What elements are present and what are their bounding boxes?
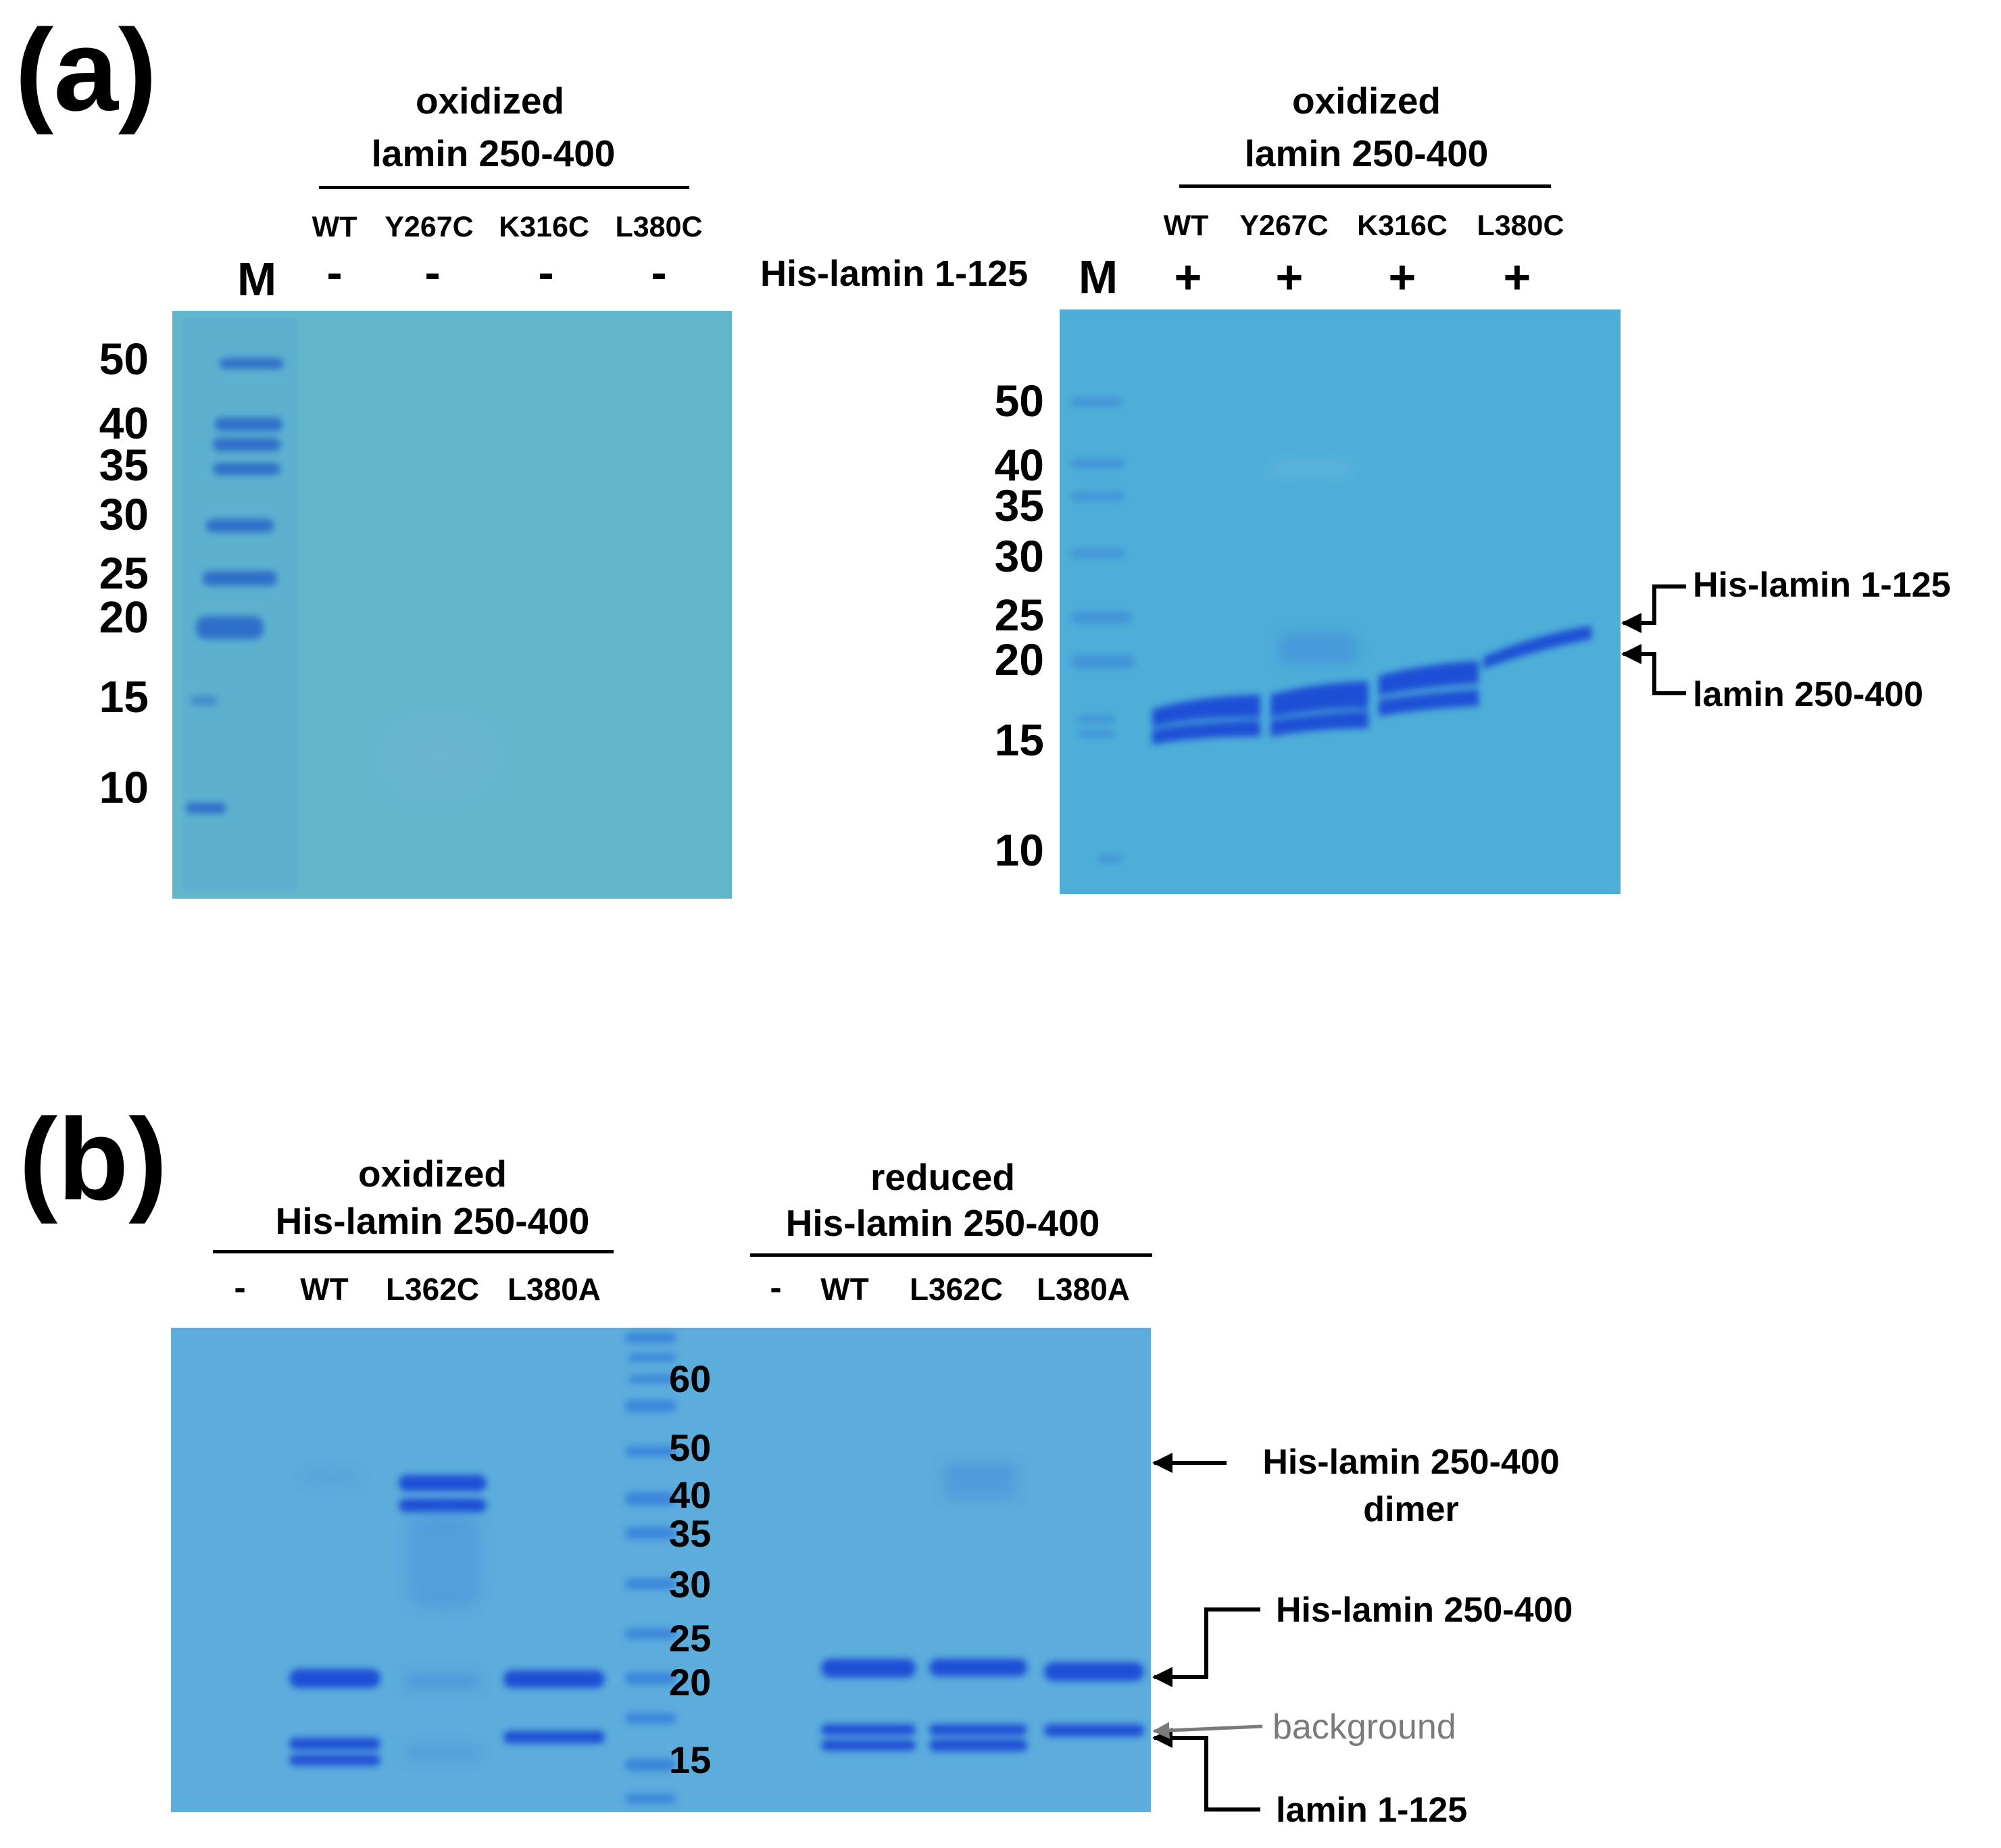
b-left-title-rule [213, 1250, 614, 1253]
a-right-sign-k316c: + [1388, 251, 1416, 303]
b-left-lane-blank: - [234, 1268, 246, 1307]
b-mw-25: 25 [669, 1617, 712, 1659]
b-left-title-line2: His-lamin 250-400 [275, 1200, 590, 1242]
a-left-mw-35: 35 [99, 440, 149, 490]
sample-bands-b [289, 1475, 1144, 1766]
a-right-lane-wt: WT [1163, 209, 1209, 242]
arrow-his-lamin-1-125 [1621, 584, 1686, 633]
arrow-lamin-250-400 [1621, 644, 1686, 695]
a-right-title-line1: oxidized [1291, 80, 1441, 122]
a-row-label-his-lamin: His-lamin 1-125 [760, 253, 1029, 294]
arrow-background [1152, 1722, 1263, 1739]
a-left-lane-k316c: K316C [499, 211, 589, 243]
a-left-sign-l380c: - [651, 246, 667, 299]
gel-a-right [1060, 309, 1621, 894]
b-mw-35: 35 [669, 1512, 712, 1555]
a-left-lane-wt: WT [312, 211, 357, 243]
b-annotation-dimer-line2: dimer [1363, 1490, 1459, 1529]
sample-bands-a-right [1152, 626, 1591, 745]
a-right-sign-y267c: + [1275, 251, 1304, 303]
a-left-mw-15: 15 [99, 672, 149, 722]
b-annotation-dimer-line1: His-lamin 250-400 [1262, 1443, 1560, 1482]
gel-b [171, 1328, 1151, 1812]
b-annotation-lamin-1-125: lamin 1-125 [1276, 1791, 1468, 1830]
a-left-sign-k316c: - [538, 246, 554, 299]
a-left-lane-y267c: Y267C [385, 211, 474, 243]
arrows-b [1152, 1453, 1260, 1812]
b-annotation-his-lamin-250-400: His-lamin 250-400 [1276, 1591, 1573, 1630]
b-mw-50: 50 [669, 1426, 712, 1469]
b-right-title-line2: His-lamin 250-400 [785, 1202, 1100, 1244]
a-right-title-rule [1179, 184, 1551, 188]
a-left-title-line1: oxidized [415, 80, 565, 122]
a-right-mw-10: 10 [994, 825, 1044, 875]
a-annotation-lamin-250-400: lamin 250-400 [1693, 675, 1924, 714]
a-left-marker-m: M [237, 253, 277, 305]
b-left-lane-wt: WT [300, 1272, 349, 1307]
a-right-title-line2: lamin 250-400 [1244, 132, 1489, 174]
a-right-marker-m: M [1078, 251, 1118, 303]
panel-label-a: (a) [15, 5, 157, 135]
a-annotation-his-lamin-1-125: His-lamin 1-125 [1693, 566, 1951, 605]
a-left-title-line2: lamin 250-400 [371, 132, 616, 174]
a-left-sign-wt: - [326, 246, 343, 299]
a-left-mw-50: 50 [99, 334, 149, 384]
b-right-title-rule [750, 1253, 1152, 1257]
b-right-lane-l380a: L380A [1036, 1272, 1131, 1307]
b-right-lane-wt: WT [820, 1272, 869, 1307]
a-left-mw-20: 20 [99, 592, 149, 642]
a-right-mw-15: 15 [994, 715, 1044, 765]
b-left-lane-l362c: L362C [385, 1272, 480, 1307]
panel-label-b: (b) [19, 1095, 168, 1224]
a-right-lane-l380c: L380C [1477, 209, 1564, 242]
marker-lane-a-right [1071, 397, 1135, 863]
a-right-mw-35: 35 [994, 480, 1044, 530]
a-left-sign-y267c: - [424, 246, 441, 299]
a-right-mw-25: 25 [994, 590, 1044, 640]
a-left-mw-30: 30 [99, 489, 149, 539]
b-mw-40: 40 [669, 1474, 712, 1516]
b-mw-60: 60 [669, 1357, 712, 1400]
arrow-lamin-1-125 [1152, 1728, 1260, 1812]
a-left-mw-40: 40 [99, 398, 149, 448]
gel-a-left [172, 311, 732, 899]
a-right-sign-wt: + [1174, 251, 1202, 303]
b-mw-15: 15 [669, 1739, 712, 1781]
b-annotation-background: background [1273, 1707, 1456, 1747]
b-right-title-line1: reduced [870, 1156, 1015, 1198]
a-right-mw-20: 20 [994, 634, 1044, 684]
a-right-mw-50: 50 [994, 376, 1044, 426]
a-left-mw-10: 10 [99, 762, 149, 812]
a-left-mw-25: 25 [99, 548, 149, 598]
b-right-lane-l362c: L362C [909, 1272, 1004, 1307]
a-right-mw-30: 30 [994, 531, 1044, 581]
b-mw-20: 20 [669, 1661, 712, 1703]
a-right-mw-40: 40 [994, 440, 1044, 490]
b-left-title-line1: oxidized [357, 1153, 508, 1195]
b-mw-30: 30 [669, 1563, 712, 1605]
marker-lane-a-left [186, 358, 284, 814]
b-right-lane-blank: - [770, 1268, 782, 1307]
a-left-title-rule [319, 186, 689, 189]
b-left-lane-l380a: L380A [507, 1272, 601, 1307]
a-right-sign-l380c: + [1503, 251, 1531, 303]
marker-lane-b [625, 1332, 676, 1803]
a-right-lane-y267c: Y267C [1239, 209, 1329, 242]
arrow-monomer [1152, 1607, 1260, 1687]
a-left-lane-l380c: L380C [615, 211, 703, 243]
a-right-lane-k316c: K316C [1357, 209, 1448, 242]
arrows-a [1621, 584, 1686, 695]
